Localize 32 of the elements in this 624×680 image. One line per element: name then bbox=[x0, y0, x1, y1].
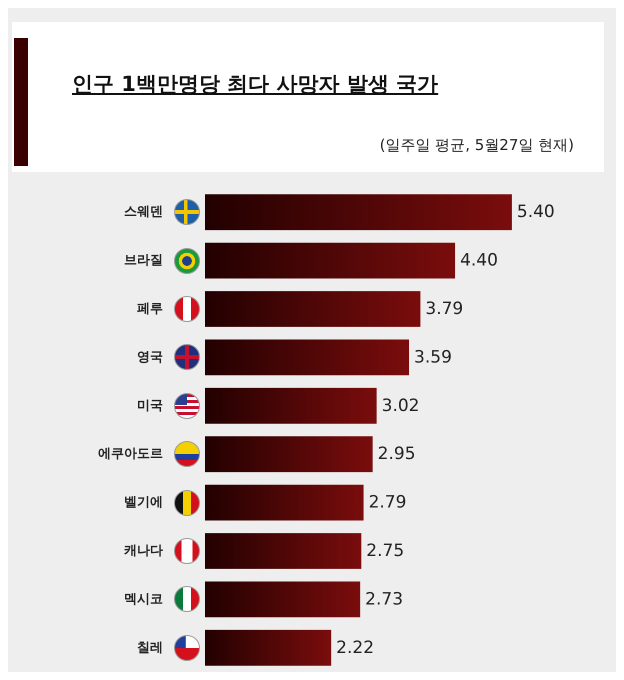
bar bbox=[205, 194, 512, 230]
data-label: 2.22 bbox=[336, 638, 374, 658]
data-label: 3.79 bbox=[425, 299, 464, 319]
bar bbox=[205, 533, 362, 569]
y-tick-label: 에쿠아도르 bbox=[98, 446, 163, 462]
bar bbox=[205, 581, 360, 618]
data-label: 4.40 bbox=[460, 250, 498, 271]
data-label: 3.02 bbox=[382, 396, 420, 416]
data-label: 2.75 bbox=[366, 541, 404, 561]
bar bbox=[205, 339, 410, 376]
chart-title: 인구 1백만명당 최다 사망자 발생 국가 bbox=[72, 71, 438, 98]
bar bbox=[205, 484, 364, 521]
y-tick-label: 벨기에 bbox=[124, 495, 163, 510]
bar bbox=[205, 630, 332, 666]
y-tick-label: 멕시코 bbox=[124, 592, 163, 607]
y-tick-label: 미국 bbox=[137, 398, 163, 414]
chart-subtitle: (일주일 평균, 5월27일 현재) bbox=[380, 136, 574, 155]
y-tick-label: 칠레 bbox=[137, 640, 163, 656]
data-label: 5.40 bbox=[516, 202, 555, 222]
data-label: 2.79 bbox=[368, 492, 406, 513]
bar bbox=[205, 291, 420, 327]
bar bbox=[205, 388, 377, 424]
y-tick-label: 스웨덴 bbox=[124, 204, 163, 220]
y-tick-label: 페루 bbox=[137, 302, 163, 316]
y-tick-label: 영국 bbox=[137, 350, 163, 365]
y-tick-label: 브라질 bbox=[124, 253, 163, 268]
bar bbox=[205, 436, 373, 472]
data-label: 2.95 bbox=[378, 444, 416, 464]
data-label: 3.59 bbox=[414, 347, 452, 368]
bar bbox=[205, 242, 456, 279]
y-tick-label: 캐나다 bbox=[124, 544, 163, 558]
data-label: 2.73 bbox=[365, 589, 404, 610]
